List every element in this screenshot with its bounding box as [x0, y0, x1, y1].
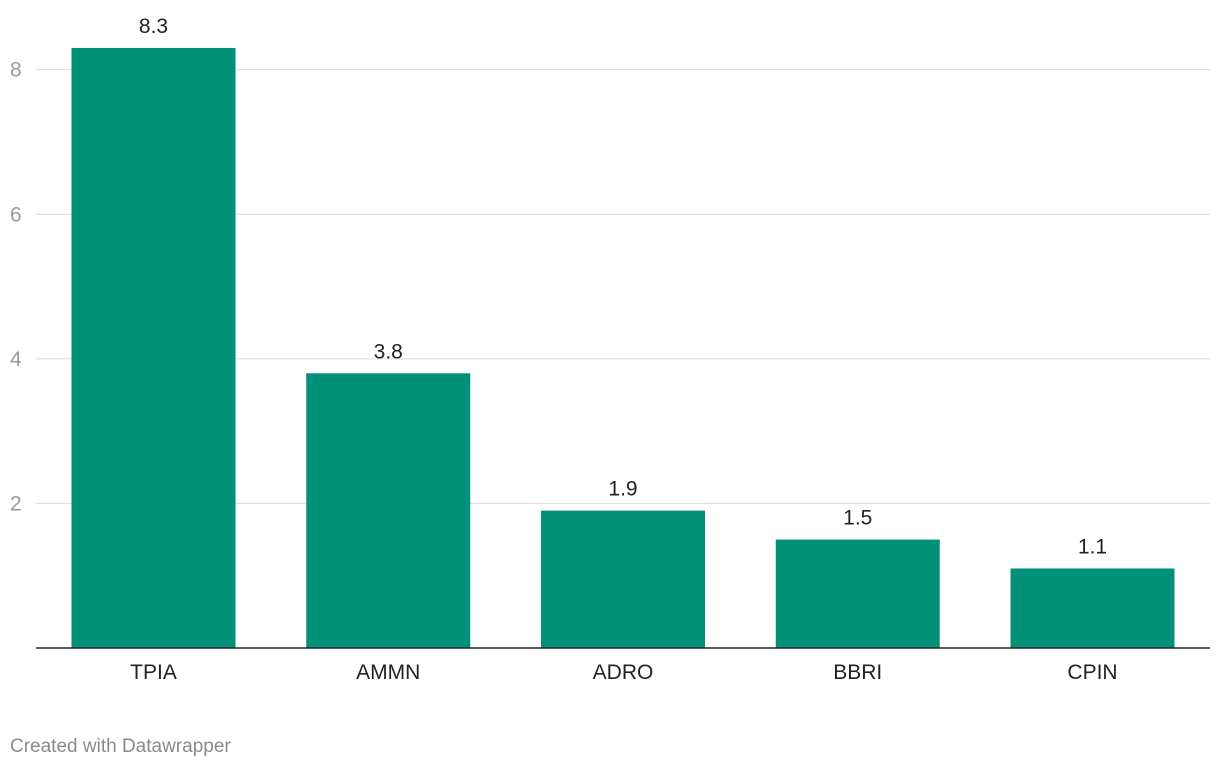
- y-tick-label: 6: [10, 203, 22, 226]
- x-tick-label-tpia: TPIA: [130, 661, 177, 684]
- bar-adro[interactable]: [541, 510, 705, 648]
- bar-bbri[interactable]: [775, 539, 940, 648]
- x-tick-label-bbri: BBRI: [833, 661, 882, 684]
- x-tick-label-adro: ADRO: [593, 661, 654, 684]
- x-tick-label-cpin: CPIN: [1067, 661, 1117, 684]
- value-label-tpia: 8.3: [139, 15, 168, 38]
- x-tick-label-ammn: AMMN: [356, 661, 420, 684]
- value-labels: 8.3 3.8 1.9 1.5 1.1: [139, 15, 1107, 558]
- y-axis-ticks: 2 4 6 8: [10, 59, 22, 516]
- x-axis-ticks: TPIA AMMN ADRO BBRI CPIN: [130, 661, 1117, 684]
- value-label-cpin: 1.1: [1078, 535, 1107, 558]
- bars: [71, 48, 1175, 648]
- y-tick-label: 8: [10, 59, 22, 82]
- value-label-adro: 1.9: [608, 478, 637, 501]
- bar-ammn[interactable]: [306, 373, 471, 648]
- datawrapper-credit[interactable]: Created with Datawrapper: [10, 736, 231, 757]
- bar-cpin[interactable]: [1010, 568, 1175, 648]
- y-tick-label: 2: [10, 492, 22, 515]
- bar-tpia[interactable]: [71, 48, 236, 648]
- value-label-ammn: 3.8: [374, 340, 403, 363]
- value-label-bbri: 1.5: [843, 507, 872, 530]
- y-tick-label: 4: [10, 348, 22, 371]
